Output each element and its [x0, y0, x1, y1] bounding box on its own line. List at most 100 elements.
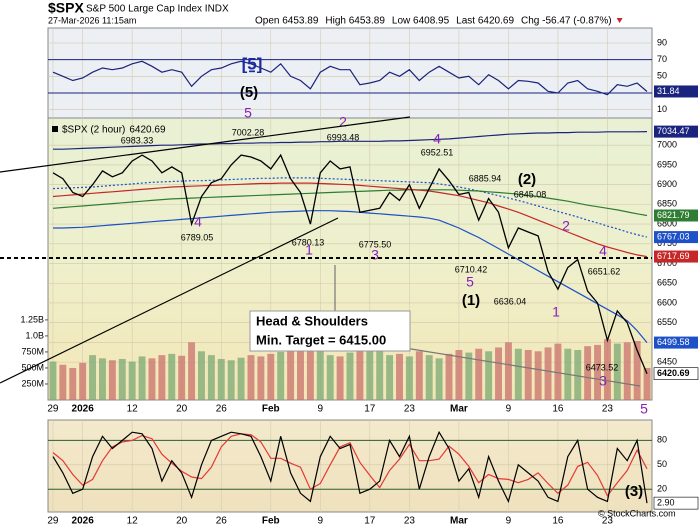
- volume-bar: [89, 355, 97, 400]
- stoch-panel: [47, 419, 653, 513]
- volume-bar: [633, 341, 641, 400]
- volume-bar: [376, 351, 384, 400]
- x-tick-label: 17: [364, 404, 376, 415]
- value-tag: [653, 496, 699, 510]
- y-tick-label: 6550: [657, 317, 677, 327]
- annotation: [5]: [242, 54, 263, 73]
- annotation: 6780.13: [292, 237, 325, 247]
- volume-bar: [108, 360, 116, 400]
- volume-bar: [346, 352, 354, 400]
- volume-bar: [198, 351, 205, 400]
- x-tick-label: 2026: [72, 516, 95, 527]
- value-tag: [654, 250, 698, 263]
- value-tag-label: 31.84: [657, 86, 680, 96]
- annotation: (5): [240, 84, 258, 101]
- y-tick-label: 6750: [657, 238, 677, 248]
- volume-bar: [277, 351, 285, 400]
- chart-subtitle: S&P 500 Large Cap Index INDX: [86, 4, 229, 15]
- quote-item: Chg -56.47 (-0.87%): [521, 16, 612, 27]
- volume-bar: [445, 353, 453, 400]
- value-tag-label: 6821.79: [657, 210, 690, 220]
- annotation: 4: [433, 131, 441, 147]
- y-tick-label: 50: [657, 459, 667, 469]
- volume-bar: [643, 367, 651, 400]
- volume-bar: [485, 351, 493, 400]
- annotation: 6789.05: [181, 232, 214, 242]
- annotation: (3): [625, 483, 643, 500]
- volume-bar: [158, 355, 166, 400]
- series-line: [52, 430, 648, 504]
- series-line: [53, 131, 648, 150]
- volume-bar: [188, 342, 196, 400]
- series-line: [52, 153, 648, 374]
- annotation: 1: [305, 242, 313, 258]
- annotation: 2: [562, 218, 570, 234]
- volume-bar: [356, 348, 364, 400]
- volume-bar: [326, 355, 334, 400]
- chart-title: $SPX: [48, 0, 84, 16]
- y2-tick-label: 1.25B: [20, 314, 44, 324]
- x-tick-label: Mar: [450, 516, 468, 527]
- annotation: 6952.51: [421, 147, 454, 157]
- y-tick-label: 10: [657, 104, 667, 114]
- quote-item: Last 6420.69: [456, 16, 514, 27]
- volume-bar: [524, 350, 532, 400]
- volume-bar: [207, 355, 215, 400]
- credit: © StockCharts.com: [598, 508, 676, 518]
- annotation: 7002.28: [232, 127, 265, 137]
- x-tick-label: 16: [552, 404, 564, 415]
- volume-bar: [435, 358, 443, 400]
- y2-tick-label: 250M: [21, 378, 44, 388]
- change-marker: [616, 18, 623, 23]
- volume-bar: [504, 342, 512, 400]
- volume-bar: [227, 360, 235, 400]
- x-tick-label: 17: [364, 516, 376, 527]
- value-tag-label: 2.90: [657, 498, 675, 508]
- value-tag: [654, 231, 698, 244]
- value-tag-label: 6767.03: [657, 231, 690, 241]
- annotation: (1): [462, 292, 480, 309]
- note-line: Min. Target = 6415.00: [256, 332, 386, 347]
- legend-label: $SPX (2 hour): [62, 125, 125, 136]
- x-tick-label: 23: [404, 516, 416, 527]
- annotation: 3: [371, 247, 379, 263]
- annotation: 6473.52: [586, 362, 619, 372]
- volume-bar: [475, 348, 483, 400]
- y-tick-label: 7000: [657, 140, 677, 150]
- volume-bar: [574, 350, 582, 400]
- volume-bar: [603, 339, 611, 400]
- x-tick-label: 9: [506, 516, 512, 527]
- rsi-panel: [47, 27, 653, 119]
- volume-bar: [98, 358, 106, 400]
- annotation: 1: [552, 304, 560, 320]
- y-tick-label: 6950: [657, 159, 677, 169]
- annotation: 6993.48: [327, 132, 360, 142]
- y2-tick-label: 750M: [21, 346, 44, 356]
- y-tick-label: 20: [657, 484, 667, 494]
- annotation: (2): [518, 171, 536, 188]
- note-box: [249, 310, 411, 352]
- x-tick-label: 9: [506, 404, 512, 415]
- volume-bar: [168, 353, 176, 400]
- y-tick-label: 6700: [657, 258, 677, 268]
- volume-bar: [425, 355, 433, 400]
- x-tick-label: 12: [127, 404, 139, 415]
- annotation: 6651.62: [588, 266, 621, 276]
- quote-item: Open 6453.89: [255, 16, 319, 27]
- series-line: [52, 182, 648, 258]
- y-tick-label: 6450: [657, 357, 677, 367]
- series-line: [53, 210, 648, 343]
- value-tag: [654, 336, 698, 349]
- volume-bar: [514, 348, 522, 400]
- y2-tick-label: 1.0B: [25, 330, 44, 340]
- value-tag: [654, 125, 698, 138]
- y-tick-label: 6850: [657, 199, 677, 209]
- x-tick-label: 29: [47, 516, 59, 527]
- legend-value: 6420.69: [129, 125, 166, 136]
- volume-bar: [79, 362, 87, 400]
- x-tick-label: 20: [176, 516, 188, 527]
- y-tick-label: 6800: [657, 218, 677, 228]
- value-tag: [654, 209, 698, 222]
- volume-bar: [257, 356, 265, 400]
- x-tick-label: Feb: [262, 404, 280, 415]
